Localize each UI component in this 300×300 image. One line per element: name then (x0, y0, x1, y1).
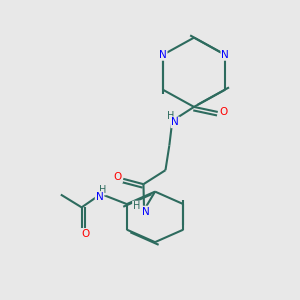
Text: O: O (114, 172, 122, 182)
Text: N: N (96, 192, 103, 202)
Text: N: N (221, 50, 229, 60)
Text: H: H (99, 184, 106, 194)
Text: N: N (171, 117, 179, 128)
Text: N: N (142, 206, 149, 217)
Text: H: H (133, 202, 140, 212)
Text: O: O (81, 229, 89, 239)
Text: O: O (219, 107, 227, 117)
Text: H: H (167, 111, 175, 122)
Text: N: N (159, 50, 167, 60)
